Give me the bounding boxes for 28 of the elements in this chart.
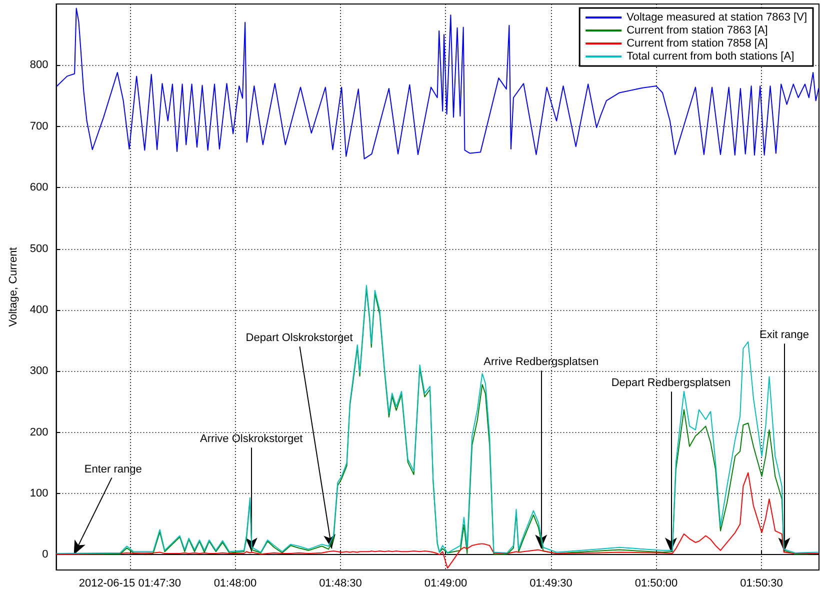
y-tick-label: 100 — [30, 488, 48, 500]
x-tick-label: 01:48:00 — [214, 578, 257, 590]
y-tick-label: 700 — [30, 120, 48, 132]
y-tick-label: 600 — [30, 182, 48, 194]
y-tick-label: 400 — [30, 304, 48, 316]
y-tick-label: 800 — [30, 59, 48, 72]
x-tick-label: 01:49:30 — [530, 578, 572, 590]
legend-label: Current from station 7858 [A] — [626, 38, 768, 50]
line-series — [56, 8, 820, 160]
legend-label: Total current from both stations [A] — [626, 50, 794, 62]
x-tick-label: 01:49:00 — [424, 578, 468, 590]
annotation: Arrive Redbergsplatsen — [484, 356, 599, 368]
legend-label: Current from station 7863 [A] — [626, 24, 768, 36]
y-tick-label: 200 — [30, 426, 48, 438]
x-tick-label: 01:50:00 — [634, 578, 678, 590]
y-tick-label: 500 — [30, 242, 48, 255]
annotation: Depart Redbergsplatsen — [611, 377, 731, 390]
x-tick-label: 01:48:30 — [319, 578, 362, 590]
y-axis-title: Voltage, Current — [8, 247, 20, 327]
y-tick-label: 300 — [30, 365, 48, 378]
annotation: Arrive Olskrokstorget — [200, 433, 303, 446]
x-tick-label: 2012-06-15 01:47:30 — [78, 578, 182, 590]
x-tick-label: 01:50:30 — [740, 578, 783, 590]
legend-label: Voltage measured at station 7863 [V] — [626, 12, 808, 24]
annotation: Exit range — [760, 329, 810, 342]
annotation: Depart Olskrokstorget — [246, 332, 353, 344]
annotation: Enter range — [84, 464, 142, 476]
y-tick-label: 0 — [42, 548, 48, 561]
